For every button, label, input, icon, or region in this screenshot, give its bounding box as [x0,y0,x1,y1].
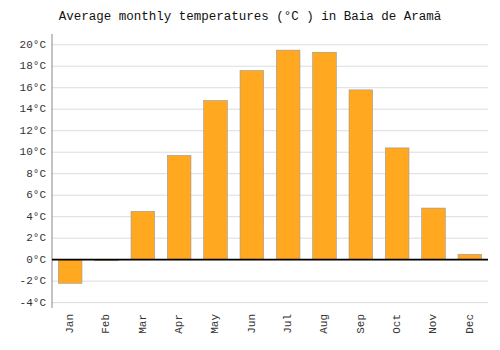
title: Average monthly temperatures (°C ) in Ba… [59,10,442,24]
grid-line [52,87,488,88]
bar [131,211,155,259]
x-tick-label: Feb [100,314,112,334]
y-tick-label: 12°C [20,125,47,137]
grid-line [52,130,488,131]
x-tick-label: Aug [318,314,330,334]
grid [52,45,488,303]
grid-line [52,281,488,282]
y-tick-label: 8°C [26,168,46,180]
bar [422,208,446,260]
grid-line [52,152,488,153]
x-ticks: Jan Feb Mar Apr May Jun Jul Aug Sep Oct Nov Dec [64,314,476,334]
bar [240,71,264,260]
bar [349,90,373,260]
x-tick-label: Apr [173,314,185,334]
grid-line [52,259,488,260]
y-ticks: -4°C -2°C 0°C 2°C 4°C 6°C 8°C 10°C 12°C 14°C 16°C 1… [20,39,47,309]
x-tick-label: Dec [464,314,476,334]
page: {"chart_data": {"type": "bar", "title": … [0,0,500,350]
bar [58,260,82,284]
x-tick-label: Jan [64,314,76,334]
x-tick-label: Mar [137,314,149,334]
y-tick-label: 20°C [20,39,47,51]
bar [276,50,300,260]
bar [385,148,409,260]
y-tick-label: 6°C [26,189,46,201]
y-tick-label: 2°C [26,232,46,244]
grid-line [52,109,488,110]
y-tick-label: 18°C [20,60,47,72]
y-tick-label: -2°C [20,275,47,287]
grid-line [52,44,488,45]
y-axis-line [52,34,53,308]
x-tick-label: Jun [246,314,258,334]
zero-line [52,259,488,261]
y-tick-label: -4°C [20,297,47,309]
y-tick-label: 4°C [26,211,46,223]
y-tick-label: 10°C [20,146,47,158]
bars [58,50,481,283]
grid-line [52,302,488,303]
y-tick-label: 16°C [20,82,47,94]
x-tick-label: Jul [282,314,294,334]
grid-line [52,173,488,174]
grid-line [52,195,488,196]
chart: -4°C -2°C 0°C 2°C 4°C 6°C 8°C 10°C 12°C 14°C 16°C 1… [0,0,500,350]
x-tick-label: Sep [355,314,367,334]
bar [167,155,191,259]
bar [204,101,228,260]
x-tick-label: Oct [391,314,403,334]
y-tick-label: 0°C [26,254,46,266]
grid-line [52,66,488,67]
x-tick-label: May [209,314,221,334]
y-tick-label: 14°C [20,103,47,115]
x-tick-label: Nov [427,314,439,334]
bar [313,52,337,259]
